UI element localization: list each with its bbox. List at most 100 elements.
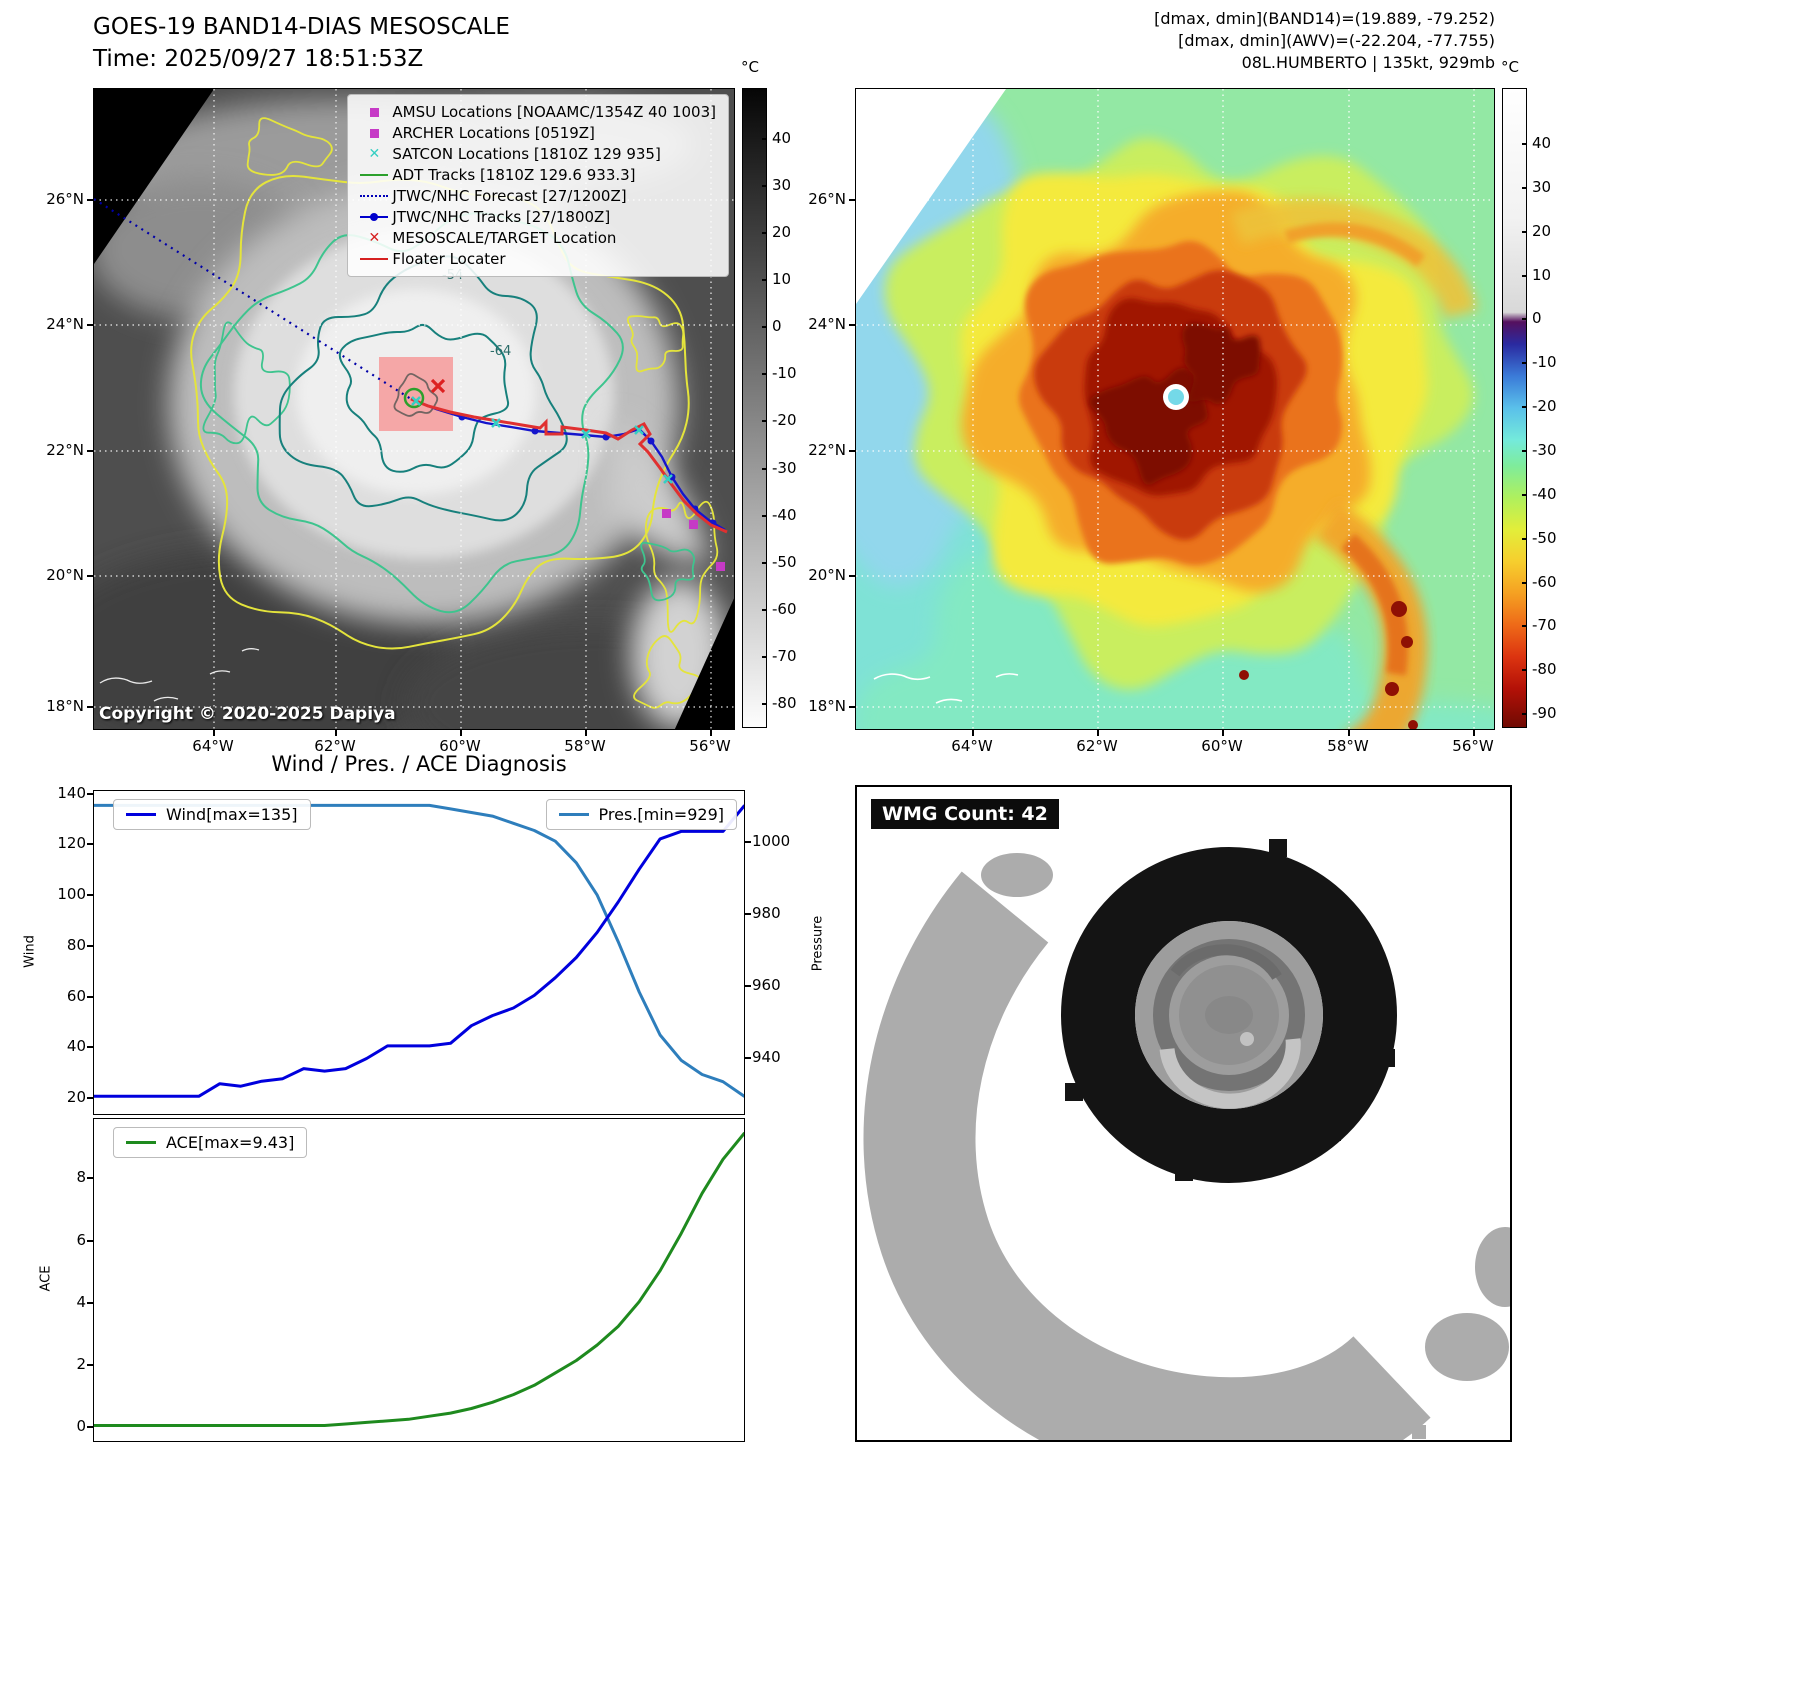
x-icon: ✕	[368, 230, 381, 246]
contour-teal-54	[278, 255, 568, 522]
axis-tick-mark	[762, 702, 767, 705]
awv-colorbar-tick: 30	[1532, 177, 1552, 196]
rainband-spiral	[863, 871, 1431, 1440]
wind-ytick: 40	[66, 1037, 86, 1056]
awv-lon-label: 60°W	[1201, 737, 1243, 755]
pressure-ytick: 1000	[752, 831, 791, 850]
axis-tick-mark	[762, 655, 767, 658]
pressure-ytick: 980	[752, 903, 781, 922]
awv-colorbar-tick: -90	[1532, 704, 1557, 723]
band14-title: GOES-19 BAND14-DIAS MESOSCALE	[93, 14, 510, 40]
awv-colorbar-tick: -50	[1532, 528, 1557, 547]
axis-tick-mark	[1522, 493, 1527, 496]
awv-colorbar-tick: -10	[1532, 353, 1557, 372]
band14-map-legend: AMSU Locations [NOAAMC/1354Z 40 1003] ARC…	[347, 94, 729, 277]
awv-lat-label: 24°N	[808, 315, 846, 333]
square-icon	[356, 124, 392, 142]
ace-legend-line	[126, 1141, 156, 1144]
awv-colorbar-tick: 0	[1532, 309, 1542, 328]
axis-tick-mark	[710, 730, 712, 736]
dotted-line-icon	[356, 187, 392, 205]
pressure-legend: Pres.[min=929]	[545, 799, 737, 830]
awv-satellite-image	[856, 89, 1494, 729]
axis-tick-mark	[87, 706, 93, 708]
axis-tick-mark	[1348, 730, 1350, 736]
band14-lon-label: 60°W	[439, 737, 481, 755]
legend-item-label: Floater Locater	[392, 250, 506, 268]
axis-tick-mark	[1222, 730, 1224, 736]
jtwc-track-points	[458, 413, 717, 527]
pressure-ytick: 940	[752, 1048, 781, 1067]
band14-lat-label: 24°N	[46, 315, 84, 333]
axis-tick-mark	[213, 730, 215, 736]
awv-header-line3: 08L.HUMBERTO | 135kt, 929mb	[1241, 53, 1495, 72]
wind-pressure-chart	[93, 790, 745, 1115]
band14-lon-label: 64°W	[192, 737, 234, 755]
band14-lon-label: 56°W	[689, 737, 731, 755]
awv-lon-label: 58°W	[1327, 737, 1369, 755]
wind-ytick: 140	[57, 783, 86, 802]
axis-tick-mark	[1522, 581, 1527, 584]
axis-tick-mark	[1522, 362, 1527, 365]
axis-tick-mark	[745, 912, 751, 915]
latlon-grid	[856, 89, 1494, 729]
axis-tick-mark	[87, 894, 93, 897]
legend-item-label: JTWC/NHC Forecast [27/1200Z]	[392, 187, 627, 205]
awv-colorbar-tick: -40	[1532, 484, 1557, 503]
copyright-text: Copyright © 2020-2025 Dapiya	[99, 704, 396, 724]
band14-colorbar-tick: -30	[772, 458, 797, 477]
ace-plot-area	[94, 1132, 744, 1427]
awv-lat-label: 20°N	[808, 566, 846, 584]
band14-colorbar	[742, 88, 767, 728]
band14-colorbar-tick: -60	[772, 599, 797, 618]
axis-tick-mark	[1522, 625, 1527, 628]
ace-legend-label: ACE[max=9.43]	[166, 1133, 295, 1152]
amsu-archer-markers	[662, 509, 725, 571]
ace-chart	[93, 1118, 745, 1442]
axis-tick-mark	[972, 730, 974, 736]
awv-header-line2: [dmax, dmin](AWV)=(-22.204, -77.755)	[1178, 31, 1495, 50]
adt-marker	[403, 387, 425, 409]
swath-edge-top-left	[94, 89, 214, 264]
ace-ytick: 0	[76, 1417, 86, 1436]
pressure-legend-label: Pres.[min=929]	[598, 805, 724, 824]
legend-item-label: MESOSCALE/TARGET Location	[392, 229, 617, 247]
axis-tick-mark	[87, 1177, 93, 1180]
axis-tick-mark	[849, 575, 855, 577]
wind-legend-line	[126, 813, 156, 816]
legend-item-label: ARCHER Locations [0519Z]	[392, 124, 595, 142]
axis-tick-mark	[745, 840, 751, 843]
series-line	[94, 803, 744, 1098]
target-x-marker	[430, 378, 446, 394]
axis-tick-mark	[1522, 406, 1527, 409]
coastline	[99, 648, 260, 702]
axis-tick-mark	[1522, 537, 1527, 540]
awv-lon-label: 56°W	[1452, 737, 1494, 755]
band14-colorbar-tick: 30	[772, 176, 792, 195]
x-icon: ✕	[368, 146, 381, 162]
awv-lat-label: 22°N	[808, 441, 846, 459]
series-line	[94, 804, 744, 1098]
axis-tick-mark	[762, 467, 767, 470]
awv-satellite-plot	[855, 88, 1495, 730]
axis-tick-mark	[335, 730, 337, 736]
axis-tick-mark	[87, 1364, 93, 1367]
legend-item-label: SATCON Locations [1810Z 129 935]	[392, 145, 661, 163]
ace-ytick: 4	[76, 1292, 86, 1311]
wind-ytick: 60	[66, 986, 86, 1005]
axis-tick-mark	[849, 324, 855, 326]
band14-colorbar-unit: °C	[741, 58, 759, 76]
wind-ytick: 80	[66, 935, 86, 954]
axis-tick-mark	[87, 450, 93, 452]
axis-tick-mark	[1522, 274, 1527, 277]
awv-colorbar-tick: -30	[1532, 440, 1557, 459]
eyewall-ring	[1061, 847, 1397, 1183]
axis-tick-mark	[1522, 449, 1527, 452]
wind-ytick: 20	[66, 1088, 86, 1107]
series-line	[94, 1132, 744, 1427]
awv-header-line1: [dmax, dmin](BAND14)=(19.889, -79.252)	[1154, 9, 1495, 28]
axis-tick-mark	[762, 420, 767, 423]
axis-tick-mark	[849, 199, 855, 201]
awv-lat-label: 26°N	[808, 190, 846, 208]
axis-tick-mark	[745, 985, 751, 987]
